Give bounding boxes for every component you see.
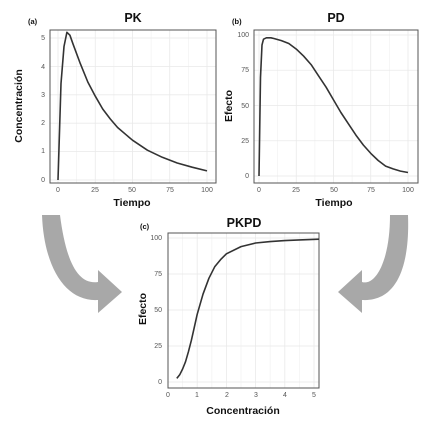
y-tick-label: 3	[41, 92, 45, 99]
y-tick-label: 0	[41, 177, 45, 184]
y-axis-label-pkpd: Efecto	[137, 293, 149, 325]
x-tick-label: 0	[257, 187, 261, 194]
y-tick-label: 75	[241, 67, 249, 74]
y-axis-label-pd: Efecto	[223, 90, 235, 122]
chart-title-pkpd: PKPD	[227, 216, 262, 230]
x-tick-label: 0	[166, 392, 170, 399]
grid-pk	[50, 30, 216, 183]
x-tick-label: 25	[292, 187, 300, 194]
y-tick-label: 5	[41, 35, 45, 42]
x-tick-label: 100	[402, 187, 414, 194]
grid-pkpd	[167, 233, 319, 388]
x-tick-label: 0	[56, 187, 60, 194]
y-tick-label: 1	[41, 148, 45, 155]
x-axis-label-pkpd: Concentración	[206, 405, 280, 417]
chart-pd: (b) PD 0 25 50 75 100 0 25 50 75 100 Tie…	[223, 11, 419, 209]
y-tick-label: 0	[158, 379, 162, 386]
x-tick-label: 75	[367, 187, 375, 194]
y-tick-label: 75	[154, 271, 162, 278]
x-tick-label: 1	[195, 392, 199, 399]
x-tick-label: 75	[166, 187, 174, 194]
panel-label-b: (b)	[232, 17, 242, 26]
y-tick-label: 50	[154, 307, 162, 314]
x-tick-label: 5	[312, 392, 316, 399]
x-axis-label-pk: Tiempo	[113, 197, 150, 209]
x-tick-label: 25	[91, 187, 99, 194]
y-tick-label: 50	[241, 103, 249, 110]
x-tick-label: 50	[128, 187, 136, 194]
plot-frame-pk	[49, 29, 217, 184]
y-tick-label: 2	[41, 120, 45, 127]
data-line-pd	[258, 37, 409, 177]
data-line-pk	[57, 31, 208, 181]
y-axis-label-pk: Concentración	[13, 69, 25, 143]
chart-title-pd: PD	[327, 11, 344, 25]
x-tick-label: 4	[283, 392, 287, 399]
chart-pk: (a) PK 0 25 50 75 100 0 1 2 3 4 5 Tiempo…	[13, 11, 217, 209]
y-tick-label: 25	[241, 138, 249, 145]
plot-frame-pkpd	[167, 232, 320, 389]
y-tick-label: 0	[245, 173, 249, 180]
curved-arrow-icon	[42, 215, 122, 313]
y-tick-label: 100	[150, 235, 162, 242]
x-tick-label: 2	[225, 392, 229, 399]
grid-pd	[254, 30, 418, 183]
data-line-pkpd	[176, 238, 319, 379]
panel-label-a: (a)	[28, 17, 38, 26]
chart-title-pk: PK	[124, 11, 141, 25]
plot-frame-pd	[253, 29, 419, 184]
x-tick-label: 100	[201, 187, 213, 194]
panel-label-c: (c)	[140, 222, 150, 231]
y-tick-label: 25	[154, 343, 162, 350]
curved-arrow-icon	[338, 215, 409, 313]
x-axis-label-pd: Tiempo	[315, 197, 352, 209]
y-tick-label: 100	[237, 32, 249, 39]
y-tick-label: 4	[41, 64, 45, 71]
chart-pkpd: (c) PKPD 0 1 2 3 4 5 0 25 50 75 100 Conc…	[137, 216, 320, 417]
x-tick-label: 50	[330, 187, 338, 194]
x-tick-label: 3	[254, 392, 258, 399]
